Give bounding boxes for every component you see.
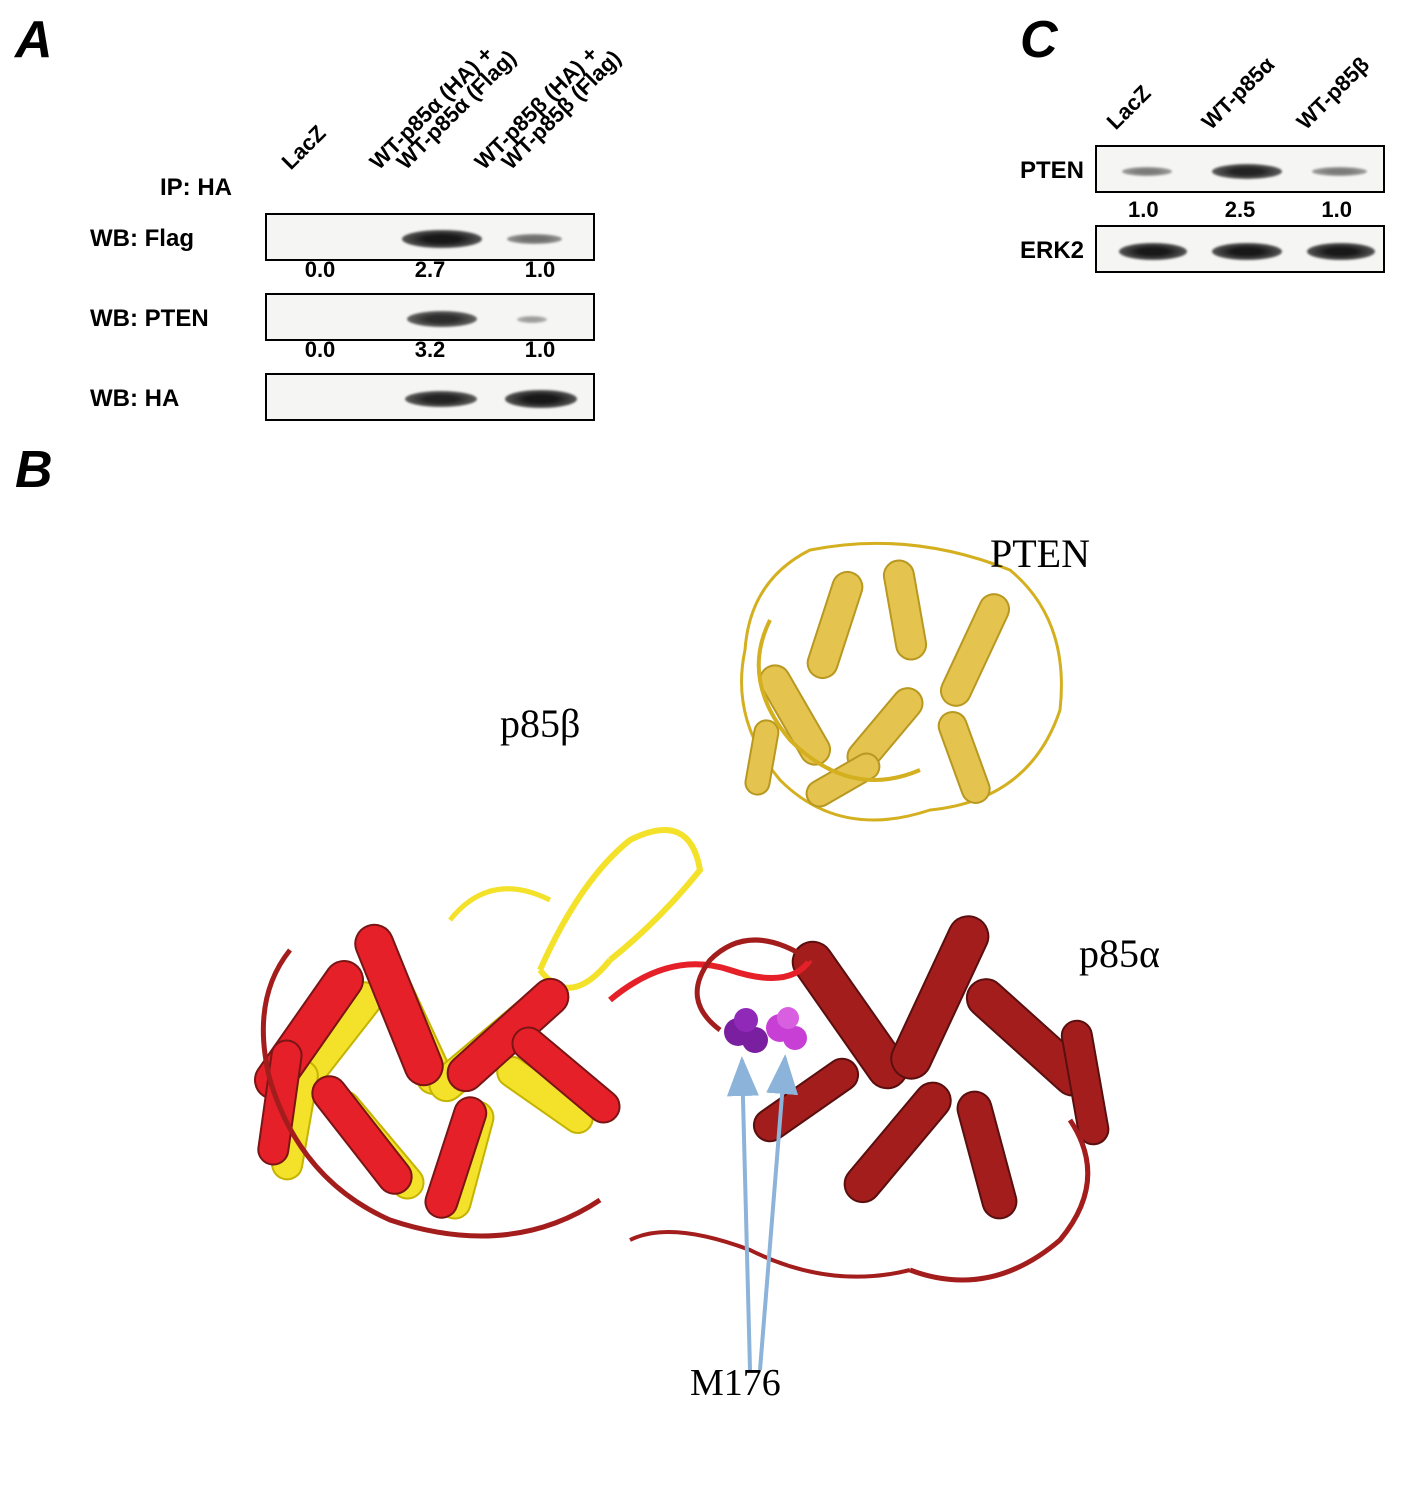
quant: 3.2 bbox=[375, 337, 485, 363]
panel-a-lane-labels: LacZ WT-p85α (HA) + WT-p85α (Flag) WT-p8… bbox=[275, 25, 605, 175]
wb-pten-label: WB: PTEN bbox=[90, 305, 209, 333]
wb-flag-blot bbox=[265, 213, 595, 261]
wb-ha-blot bbox=[265, 373, 595, 421]
m176-spheres bbox=[724, 1007, 807, 1053]
lane-lacz: LacZ bbox=[277, 120, 332, 175]
pten-quants-c: 1.0 2.5 1.0 bbox=[1095, 197, 1385, 223]
quant: 2.5 bbox=[1192, 197, 1289, 223]
pten-domain bbox=[742, 543, 1062, 820]
lane-lacz-c: LacZ bbox=[1102, 80, 1157, 135]
pten-text-label: PTEN bbox=[990, 530, 1090, 577]
panel-label-a: A bbox=[15, 10, 53, 70]
panel-c-lane-labels: LacZ WT-p85α WT-p85β bbox=[1095, 30, 1395, 135]
lane-p85a-c: WT-p85α bbox=[1197, 52, 1280, 135]
erk2-label-c: ERK2 bbox=[1020, 237, 1084, 265]
panel-label-b: B bbox=[15, 440, 53, 500]
quant: 0.0 bbox=[265, 257, 375, 283]
structure-svg bbox=[190, 500, 1190, 1400]
p85a-domain bbox=[248, 910, 1111, 1280]
m176-text-label: M176 bbox=[690, 1361, 781, 1405]
wb-flag-label: WB: Flag bbox=[90, 225, 194, 253]
quant: 1.0 bbox=[485, 337, 595, 363]
wb-pten-quants: 0.0 3.2 1.0 bbox=[265, 337, 595, 363]
pten-label-c: PTEN bbox=[1020, 157, 1084, 185]
quant: 1.0 bbox=[1095, 197, 1192, 223]
quant: 1.0 bbox=[485, 257, 595, 283]
wb-pten-blot bbox=[265, 293, 595, 341]
p85b-text-label: p85β bbox=[500, 700, 580, 747]
pten-blot-c bbox=[1095, 145, 1385, 193]
panel-label-c: C bbox=[1020, 10, 1058, 70]
ip-label: IP: HA bbox=[160, 174, 232, 202]
quant: 0.0 bbox=[265, 337, 375, 363]
wb-flag-quants: 0.0 2.7 1.0 bbox=[265, 257, 595, 283]
erk2-blot-c bbox=[1095, 225, 1385, 273]
wb-ha-label: WB: HA bbox=[90, 385, 179, 413]
quant: 1.0 bbox=[1288, 197, 1385, 223]
p85a-text-label: p85α bbox=[1079, 930, 1160, 977]
quant: 2.7 bbox=[375, 257, 485, 283]
lane-p85b-c: WT-p85β bbox=[1292, 52, 1375, 135]
protein-structure: PTEN p85β p85α M176 bbox=[190, 500, 1190, 1400]
